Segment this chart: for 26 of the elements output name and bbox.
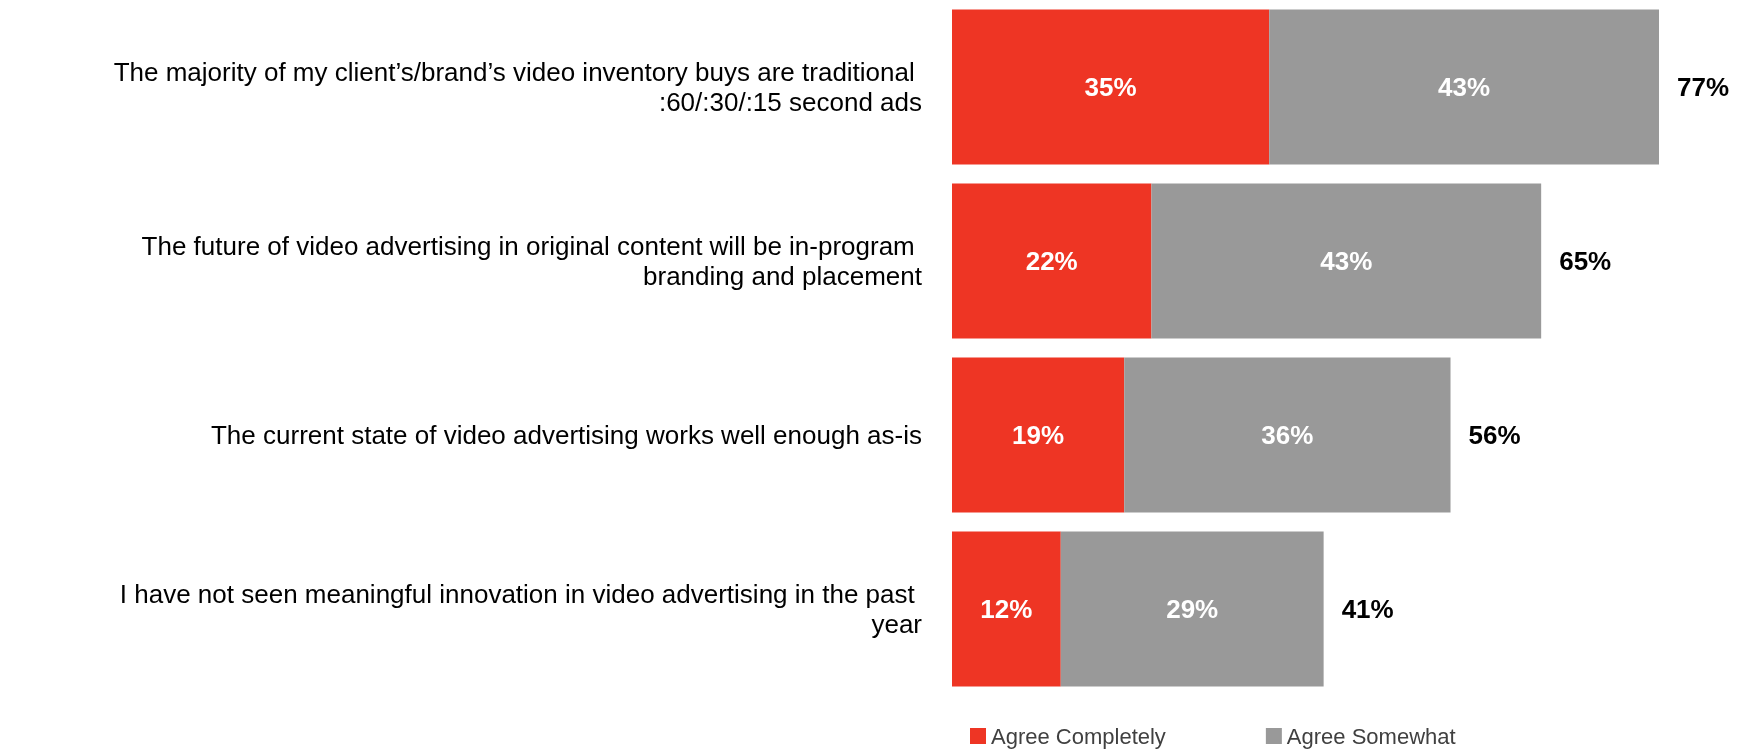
data-label: 12% xyxy=(980,594,1033,624)
y-tick-label: I have not seen meaningful innovation in video advertising in the past year xyxy=(119,579,923,639)
bar xyxy=(952,9,1270,165)
data-label: 22% xyxy=(1025,246,1078,276)
total-label: 41% xyxy=(1341,594,1394,624)
legend-label: Agree Completely xyxy=(991,723,1166,749)
data-label: 19% xyxy=(1012,420,1065,450)
y-tick-label: The current state of video advertising works well enough as-is xyxy=(210,420,922,450)
y-tick-label: The majority of my client’s/brand’s video inventory buys are traditional :60/:30/:15 second ads xyxy=(113,57,922,117)
bar xyxy=(1269,9,1659,165)
data-label: 35% xyxy=(1084,72,1137,102)
data-label: 36% xyxy=(1261,420,1314,450)
legend-label: Agree Somewhat xyxy=(1286,723,1456,749)
bar xyxy=(952,183,1152,339)
total-label: 77% xyxy=(1677,72,1730,102)
data-label: 43% xyxy=(1438,72,1491,102)
data-label: 29% xyxy=(1166,594,1219,624)
bar xyxy=(1124,357,1451,513)
bar xyxy=(952,357,1125,513)
data-label: 43% xyxy=(1320,246,1373,276)
bar xyxy=(1060,531,1324,687)
total-label: 56% xyxy=(1468,420,1521,450)
bar xyxy=(952,531,1061,687)
y-tick-label: The future of video advertising in original content will be in-program branding and placement xyxy=(141,231,923,291)
total-label: 65% xyxy=(1559,246,1612,276)
bar xyxy=(1151,183,1542,339)
